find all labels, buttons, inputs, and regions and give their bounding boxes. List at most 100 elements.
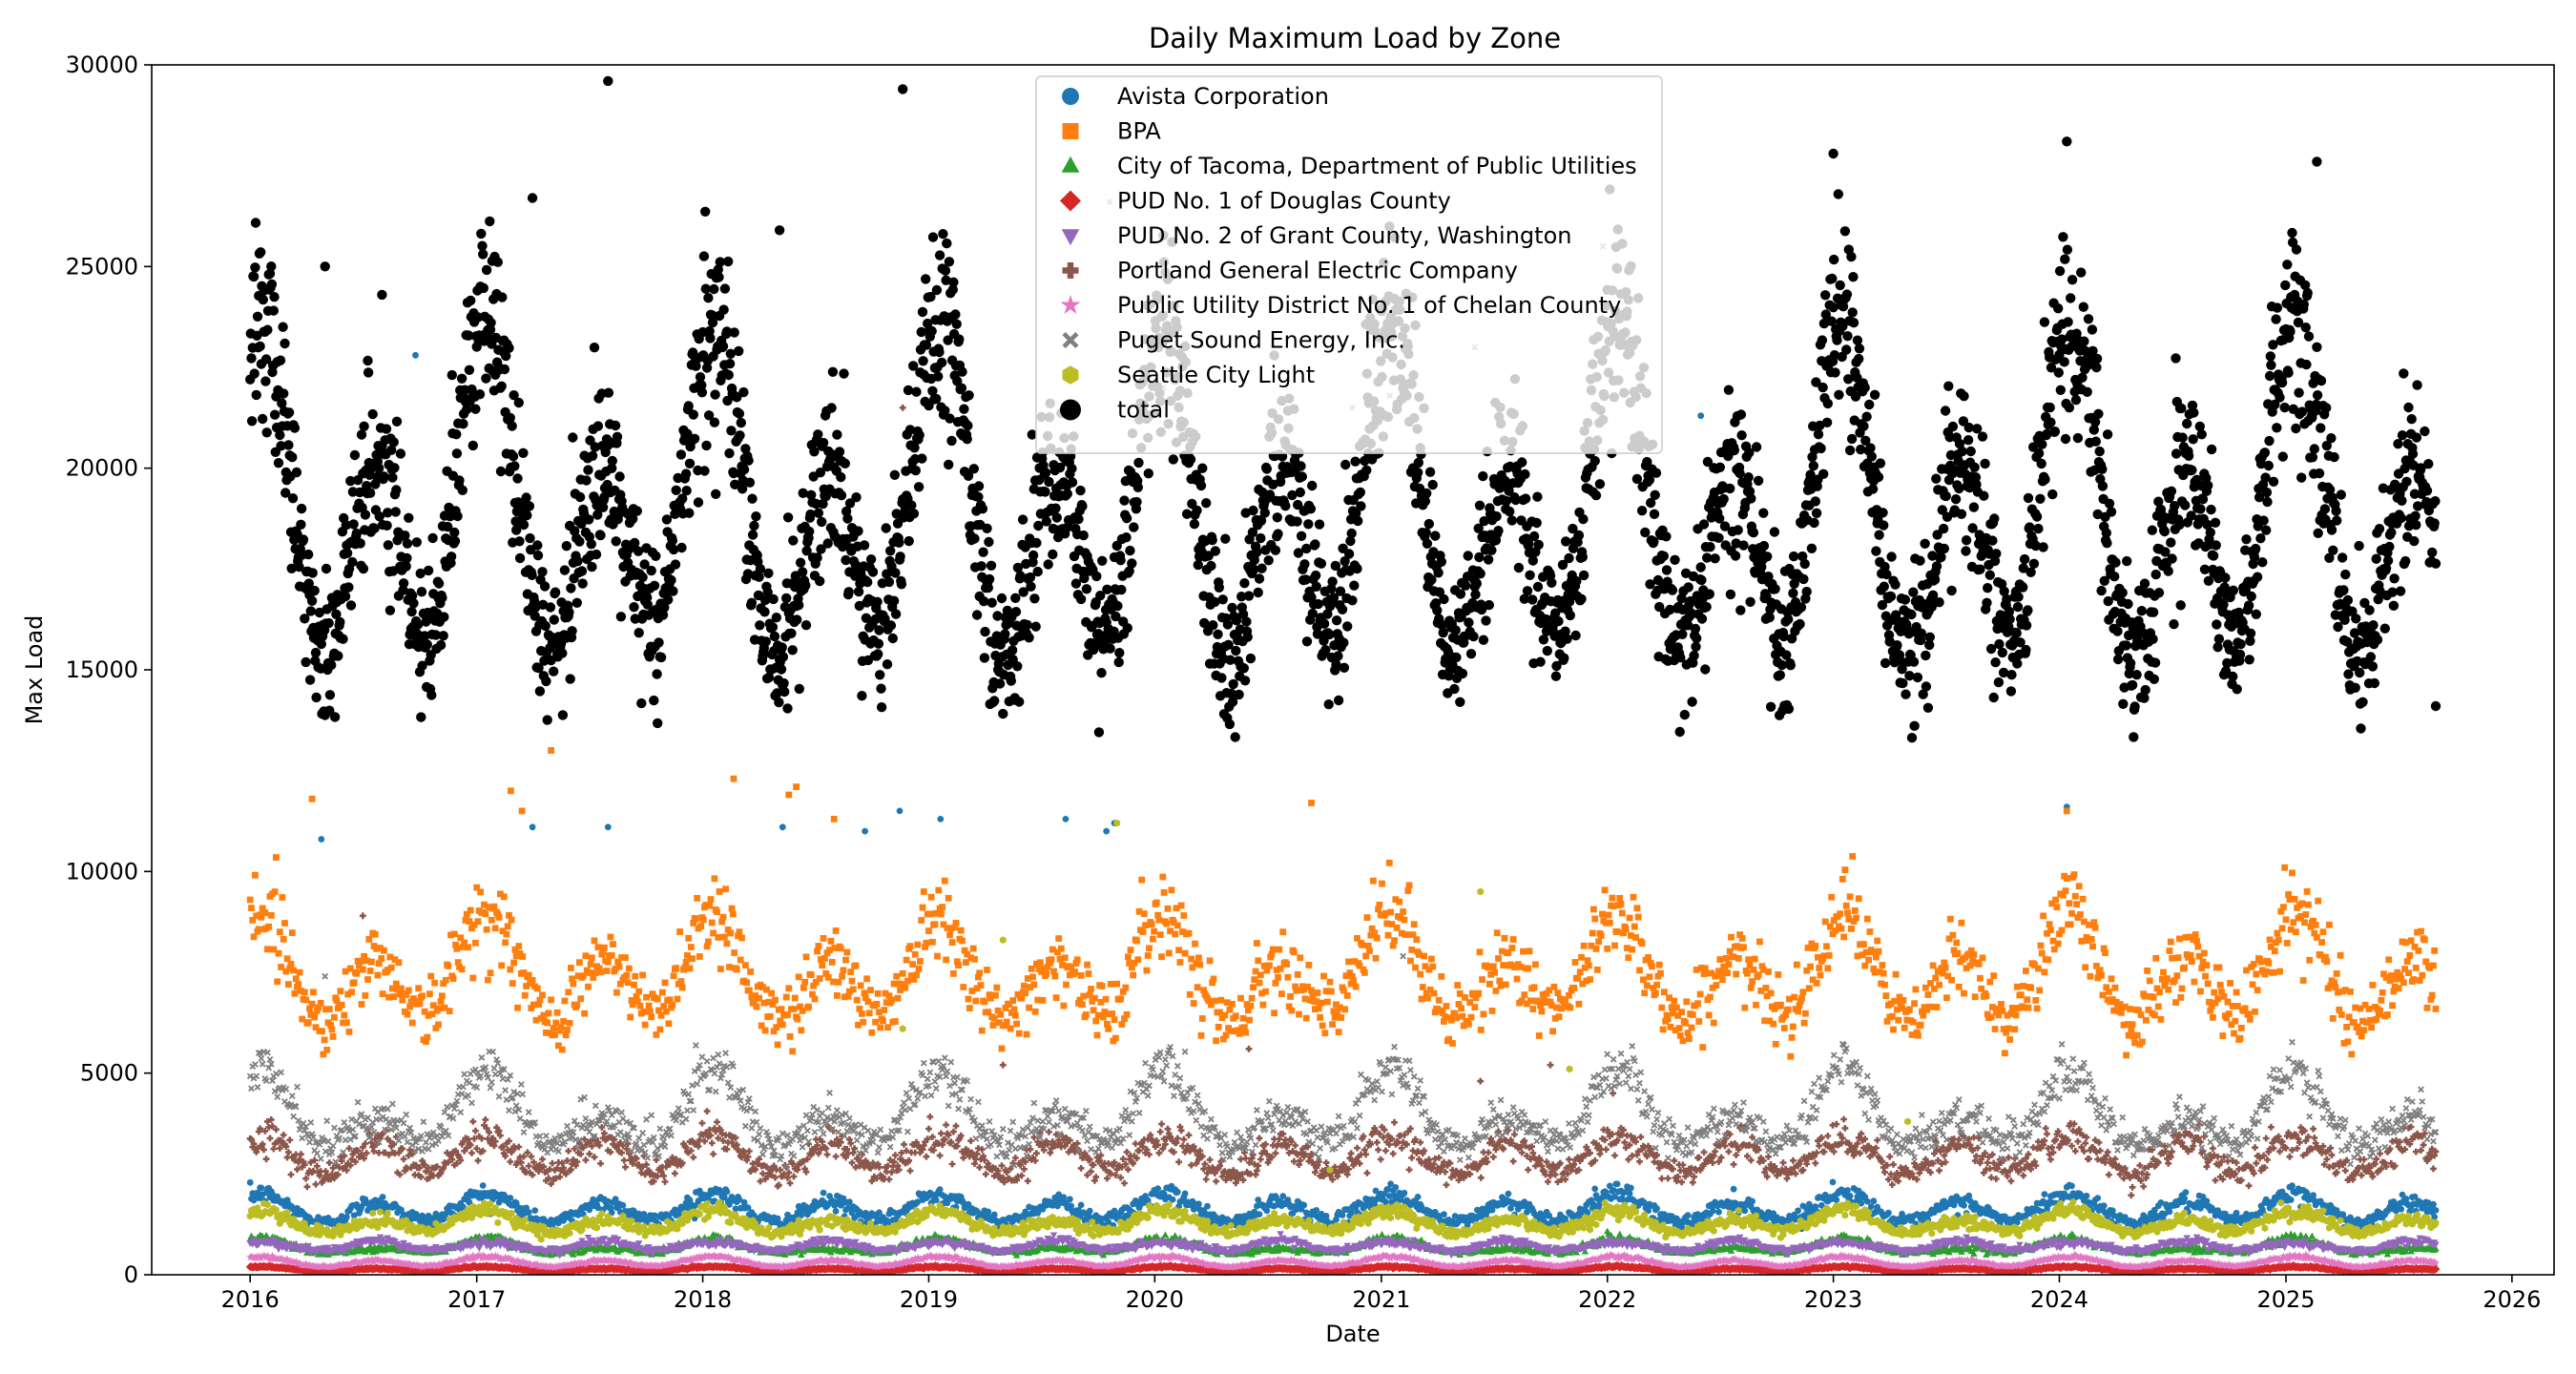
data-point — [1412, 964, 1419, 971]
data-point — [2141, 992, 2149, 1000]
data-point — [607, 933, 614, 941]
data-point — [786, 1032, 794, 1040]
data-point — [1163, 920, 1171, 927]
data-point — [2410, 976, 2418, 983]
data-point — [1140, 910, 1148, 917]
data-point — [1443, 1003, 1450, 1010]
data-point — [2050, 946, 2058, 953]
data-point — [2231, 1030, 2237, 1037]
data-point — [2083, 1192, 2090, 1199]
data-point — [1255, 957, 1262, 965]
data-point — [1611, 942, 1618, 949]
data-point — [1428, 955, 1435, 963]
data-point — [285, 981, 292, 988]
data-point — [2152, 954, 2160, 962]
data-point — [820, 935, 827, 942]
data-point — [1294, 971, 1301, 978]
data-point — [1932, 974, 1940, 982]
data-point — [943, 956, 949, 964]
data-point — [2276, 968, 2283, 975]
data-point — [591, 937, 598, 945]
data-point — [1671, 997, 1678, 1005]
data-point — [2298, 900, 2306, 907]
data-point — [779, 1021, 786, 1029]
data-point — [533, 985, 541, 992]
data-point — [2280, 904, 2287, 911]
data-point — [2129, 1021, 2136, 1029]
data-point — [1393, 924, 1401, 931]
data-point — [1848, 926, 1855, 932]
data-point — [1675, 1025, 1683, 1031]
data-point — [610, 941, 616, 947]
data-point — [321, 1036, 328, 1044]
data-point — [1414, 1194, 1422, 1200]
data-point — [1396, 898, 1403, 906]
data-point — [359, 966, 366, 973]
data-point — [1986, 978, 1994, 986]
data-point — [2047, 926, 2054, 933]
data-point — [479, 1182, 487, 1189]
data-point — [1057, 945, 1065, 952]
data-point — [1123, 1010, 1131, 1018]
data-point — [738, 934, 745, 942]
data-point — [1587, 976, 1593, 983]
data-point — [906, 943, 914, 949]
data-point — [819, 962, 826, 969]
data-point — [1839, 876, 1846, 883]
data-point — [2412, 965, 2420, 971]
data-point — [1829, 1178, 1837, 1186]
data-point — [2025, 1004, 2032, 1011]
data-point — [1601, 886, 1609, 894]
data-point — [1107, 981, 1114, 988]
data-point — [1176, 959, 1184, 966]
data-point — [529, 977, 536, 984]
outlier-point — [1697, 412, 1705, 420]
data-point — [2216, 981, 2224, 989]
data-point — [1195, 954, 1202, 962]
data-point — [1082, 1011, 1090, 1018]
data-point — [2181, 1195, 2189, 1202]
data-point — [1643, 982, 1651, 989]
data-point — [747, 968, 754, 975]
data-point — [1653, 1205, 1660, 1212]
data-point — [798, 1027, 805, 1034]
data-point — [1015, 1030, 1023, 1037]
data-point — [2214, 995, 2221, 1003]
data-point — [350, 1212, 358, 1219]
data-point — [2077, 911, 2084, 918]
data-point — [689, 955, 696, 963]
data-point — [1901, 1024, 1908, 1031]
data-point — [1521, 991, 1528, 998]
data-point — [2219, 1032, 2227, 1039]
data-point — [2041, 968, 2048, 976]
data-point — [1302, 1014, 1310, 1022]
data-point — [1343, 992, 1351, 999]
data-point — [250, 1197, 258, 1204]
data-point — [2345, 1013, 2353, 1021]
data-point — [1788, 1034, 1796, 1041]
data-point — [1867, 1203, 1875, 1210]
data-point — [337, 988, 344, 995]
data-point — [310, 989, 317, 996]
data-point — [449, 975, 457, 982]
data-point — [736, 928, 743, 936]
data-point — [1127, 947, 1134, 953]
data-point — [482, 910, 489, 918]
data-point — [317, 1000, 324, 1007]
data-point — [1117, 995, 1124, 1003]
data-point — [1169, 1196, 1176, 1203]
data-point — [1823, 943, 1830, 950]
data-point — [711, 875, 718, 883]
data-point — [795, 973, 802, 981]
data-point — [1063, 981, 1070, 989]
data-point — [1190, 1000, 1197, 1007]
data-point — [1055, 935, 1063, 942]
data-point — [989, 1022, 997, 1029]
data-point — [2252, 1008, 2258, 1015]
data-point — [2275, 936, 2282, 944]
data-point — [548, 996, 554, 1004]
data-point — [960, 984, 967, 990]
data-point — [1615, 1230, 1624, 1238]
data-point — [1372, 954, 1380, 962]
data-point — [1509, 936, 1517, 943]
